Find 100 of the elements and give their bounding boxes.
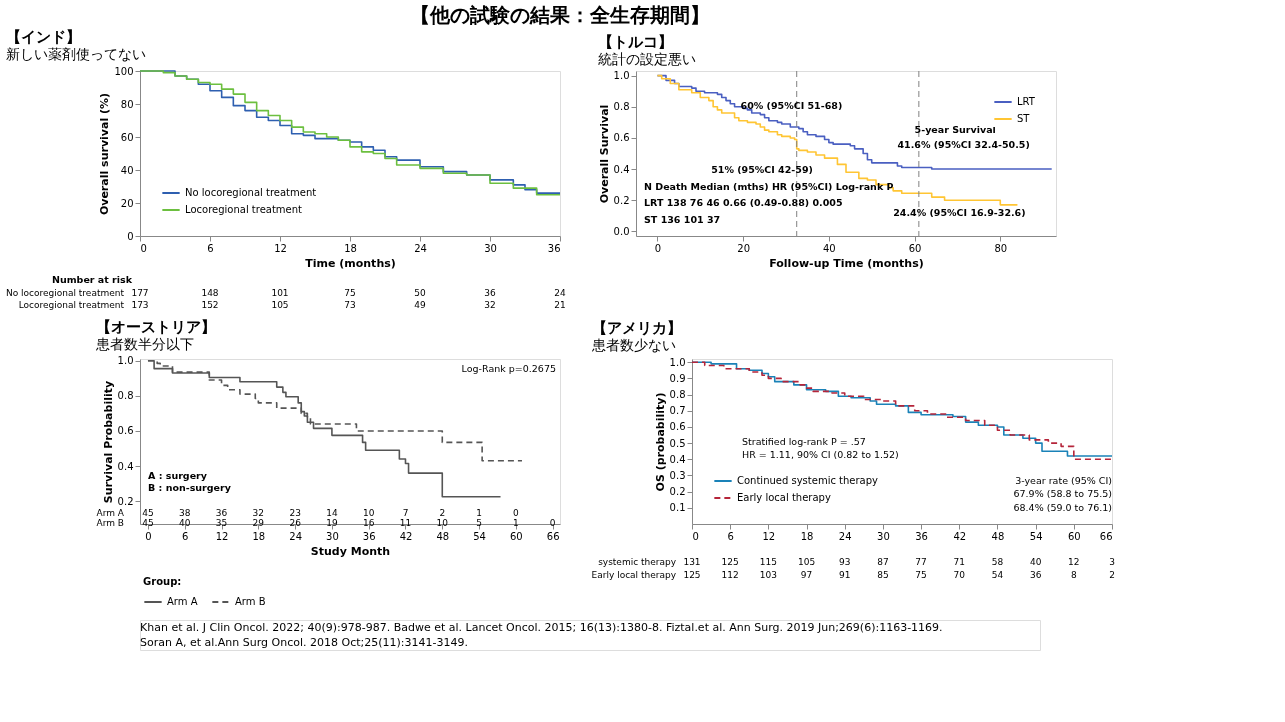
y-tick-label: 0.3 xyxy=(669,469,686,481)
annotation: B : non-surgery xyxy=(148,482,232,493)
y-tick-label: 0.4 xyxy=(669,453,686,465)
x-tick-label: 24 xyxy=(838,530,852,542)
y-tick-label: 0.4 xyxy=(613,163,630,175)
chart-title: 【インド】 xyxy=(5,28,81,46)
annotation: ST 136 101 37 xyxy=(644,213,721,225)
text: Locoregional treatment 173 152 105 73 49 32 21 xyxy=(18,300,566,310)
x-tick-label: 12 xyxy=(274,242,287,254)
legend-label: Arm A xyxy=(167,596,198,607)
legend-label: Locoregional treatment xyxy=(185,204,303,215)
x-tick-label: 0 xyxy=(145,530,152,542)
x-tick-label: 36 xyxy=(915,530,928,542)
y-tick-label: 0.1 xyxy=(669,502,686,514)
y-tick-label: 40 xyxy=(120,164,134,176)
y-tick-label: 0.9 xyxy=(669,372,686,384)
x-tick-label: 18 xyxy=(800,530,814,542)
legend-label: Arm B xyxy=(235,596,266,607)
annotation: HR = 1.11, 90% CI (0.82 to 1.52) xyxy=(742,448,899,460)
chart-subtitle: 患者数半分以下 xyxy=(95,335,195,352)
x-tick-label: 42 xyxy=(399,530,413,542)
legend-label: Continued systemic therapy xyxy=(737,475,879,486)
y-tick-label: 0.6 xyxy=(117,425,134,437)
x-tick-label: 42 xyxy=(953,530,967,542)
x-tick-label: 24 xyxy=(289,530,302,542)
y-axis-title: Overall survival (%) xyxy=(98,92,112,216)
annotation: LRT 138 76 46 0.66 (0.49-0.88) 0.005 xyxy=(644,197,843,208)
y-tick-label: 0.2 xyxy=(669,486,686,498)
y-tick-label: 0.6 xyxy=(613,132,630,144)
x-tick-label: 54 xyxy=(1029,530,1043,542)
x-axis-title: Follow-up Time (months) xyxy=(769,256,924,270)
annotation: Stratified log-rank P = .57 xyxy=(742,435,866,447)
legend-label: No locoregional treatment xyxy=(185,187,317,198)
y-tick-label: 0.8 xyxy=(613,101,630,113)
chart-title: 【オーストリア】 xyxy=(96,317,217,336)
x-axis-title: Study Month xyxy=(310,544,391,558)
y-tick-label: 0.5 xyxy=(669,437,686,449)
chart-subtitle: 新しい薬剤使ってない xyxy=(5,46,146,62)
y-tick-label: 80 xyxy=(120,98,134,110)
y-tick-label: 0.4 xyxy=(117,460,134,472)
annotation: 67.9% (58.8 to 75.5) xyxy=(1013,488,1112,500)
text: Number at risk xyxy=(51,274,133,285)
text: systemic therapy 131 125 115 105 93 87 77 71 58 40 12 3 xyxy=(598,557,1115,567)
x-tick-label: 60 xyxy=(1067,530,1081,542)
x-tick-label: 18 xyxy=(252,530,266,542)
x-tick-label: 0 xyxy=(140,242,147,254)
x-tick-label: 66 xyxy=(546,530,560,542)
annotation: 5-year Survival xyxy=(914,124,996,136)
text: 【他の試験の結果：全生存期間】 xyxy=(410,2,711,27)
x-tick-label: 12 xyxy=(215,530,229,542)
x-tick-label: 6 xyxy=(182,530,189,542)
text: No locoregional treatment 177 148 101 75 50 36 24 xyxy=(5,288,566,298)
x-tick-label: 6 xyxy=(727,530,734,542)
y-tick-label: 100 xyxy=(114,65,134,77)
x-tick-label: 18 xyxy=(344,242,357,254)
x-tick-label: 54 xyxy=(473,530,486,542)
y-tick-label: 0.6 xyxy=(669,421,686,433)
annotation: 41.6% (95%CI 32.4-50.5) xyxy=(897,139,1030,151)
text: Khan et al. J Clin Oncol. 2022; 40(9):978-987. Badwe et al. Lancet Oncol. 2015; 16(13):1380-8. Fiztal.et al. Ann Surg. 2019 Jun;269(6):1163-1169. xyxy=(140,621,943,634)
x-tick-label: 20 xyxy=(737,242,751,254)
y-tick-label: 20 xyxy=(120,197,134,209)
y-tick-label: 0.8 xyxy=(117,390,134,402)
text: Arm A 45 38 36 32 23 14 10 7 2 1 0 xyxy=(96,508,519,518)
y-axis-title: OS (probability) xyxy=(653,392,667,492)
annotation: N Death Median (mths) HR (95%CI) Log-rank P xyxy=(644,180,894,192)
annotation: 68.4% (59.0 to 76.1) xyxy=(1013,501,1112,513)
x-tick-label: 60 xyxy=(908,242,922,254)
chart-title: 【アメリカ】 xyxy=(591,319,682,338)
x-tick-label: 48 xyxy=(436,530,450,542)
x-tick-label: 66 xyxy=(1099,530,1113,542)
legend-label: ST xyxy=(1017,113,1031,124)
legend-label: Early local therapy xyxy=(737,492,831,503)
legend-label: LRT xyxy=(1017,96,1036,107)
text: Early local therapy 125 112 103 97 91 85 75 70 54 36 8 2 xyxy=(591,570,1115,580)
y-axis-title: Overall Survival xyxy=(597,104,611,204)
y-tick-label: 0 xyxy=(127,230,134,242)
chart-title: 【トルコ】 xyxy=(598,32,674,51)
y-tick-label: 1.0 xyxy=(613,70,630,82)
text: Arm B 45 40 35 29 26 19 16 11 10 5 1 0 xyxy=(96,518,556,528)
x-tick-label: 6 xyxy=(207,242,214,254)
y-tick-label: 1.0 xyxy=(669,356,686,368)
text: Soran A, et al.Ann Surg Oncol. 2018 Oct;25(11):3141-3149. xyxy=(140,636,468,649)
y-tick-label: 0.2 xyxy=(613,194,630,206)
x-tick-label: 48 xyxy=(991,530,1005,542)
x-tick-label: 0 xyxy=(692,530,699,542)
y-tick-label: 0.8 xyxy=(669,389,686,401)
x-tick-label: 0 xyxy=(654,242,662,254)
annotation: Log-Rank p=0.2675 xyxy=(461,363,556,374)
x-axis-title: Time (months) xyxy=(305,256,396,270)
x-tick-label: 30 xyxy=(326,530,339,542)
y-axis-title: Survival Probability xyxy=(101,380,115,504)
x-tick-label: 60 xyxy=(509,530,523,542)
chart-subtitle: 患者数少ない xyxy=(590,337,676,354)
y-tick-label: 1.0 xyxy=(117,355,134,367)
x-tick-label: 30 xyxy=(877,530,890,542)
x-tick-label: 30 xyxy=(484,242,497,254)
annotation: 51% (95%CI 42-59) xyxy=(711,164,813,175)
x-tick-label: 36 xyxy=(547,242,561,254)
annotation: 60% (95%CI 51-68) xyxy=(740,99,843,111)
x-tick-label: 36 xyxy=(362,530,376,542)
